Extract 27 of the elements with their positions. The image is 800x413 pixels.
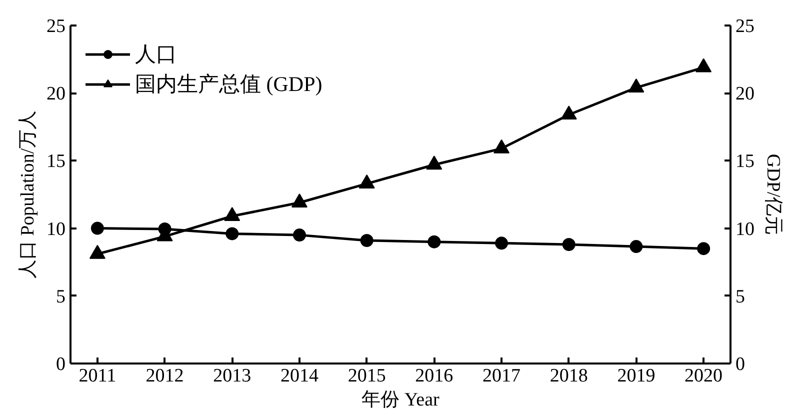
x-tick-label: 2018: [550, 366, 588, 386]
y-tick-label: 5: [56, 286, 66, 308]
x-tick-label: 2011: [78, 366, 116, 386]
y-tick-label: 10: [46, 218, 66, 240]
x-tick-label: 2015: [348, 366, 386, 386]
y2-tick-label: 15: [736, 151, 754, 172]
legend-label: 国内生产总值 (GDP): [135, 71, 322, 98]
x-tick-label: 2013: [213, 366, 252, 386]
legend-label: 人口: [135, 41, 177, 68]
x-tick-label: 2017: [482, 366, 521, 386]
y-tick-label: 0: [56, 354, 66, 375]
x-tick-label: 2012: [146, 366, 184, 386]
y-tick-label: 20: [46, 84, 66, 105]
x-tick-label: 2020: [684, 366, 723, 386]
x-axis-title: 年份 Year: [362, 390, 440, 410]
y2-tick-label: 5: [736, 286, 745, 308]
x-tick-label: 2014: [280, 366, 319, 386]
y-tick-label: 15: [46, 151, 66, 172]
x-tick-label: 2016: [415, 366, 454, 386]
y-tick-label: 25: [46, 16, 66, 37]
y2-tick-label: 20: [736, 84, 754, 105]
y2-axis-title: GDP/亿元: [762, 154, 784, 236]
y2-tick-label: 10: [736, 218, 754, 240]
y2-tick-label: 25: [736, 16, 754, 37]
x-tick-label: 2019: [617, 366, 656, 386]
y-axis-title: 人口 Population/万人: [18, 110, 38, 279]
y2-tick-label: 0: [736, 354, 745, 375]
